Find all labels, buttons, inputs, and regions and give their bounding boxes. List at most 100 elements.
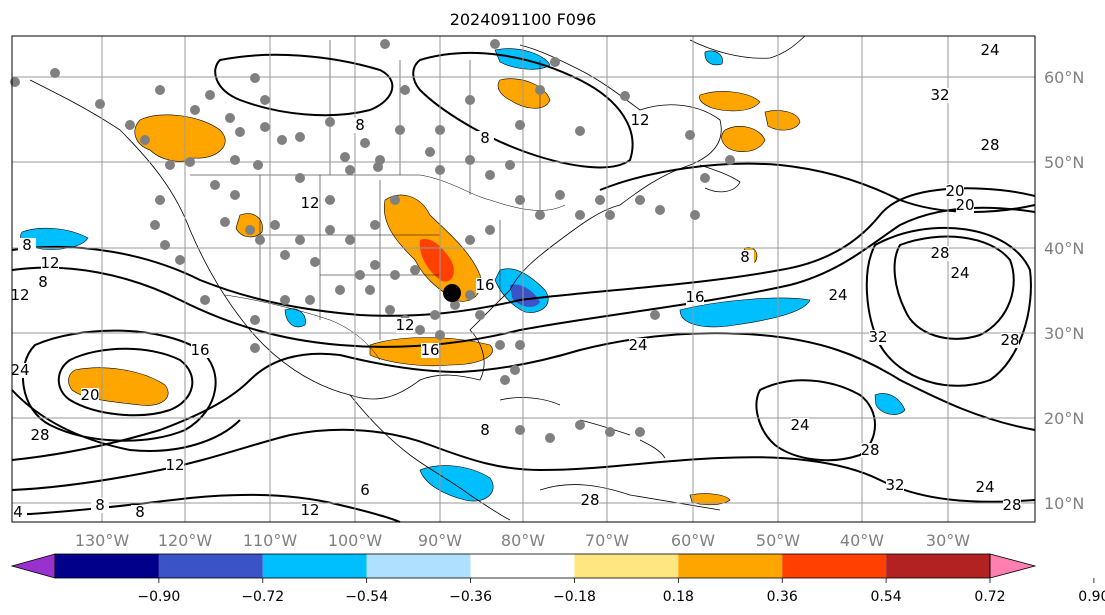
shade-negative (874, 393, 906, 415)
station-dot (225, 113, 235, 123)
contour-line (865, 226, 1032, 387)
contour-label-bg (1001, 333, 1019, 348)
station-dot (500, 375, 510, 385)
lon-tick-label: 50°W (756, 531, 800, 550)
contour-label: 16 (475, 276, 494, 294)
station-dot (475, 310, 485, 320)
coastlines (29, 35, 806, 521)
station-dot (635, 195, 645, 205)
station-dot (250, 315, 260, 325)
station-dot (410, 265, 420, 275)
station-dot (650, 310, 660, 320)
shade-positive (689, 493, 731, 506)
contour-label: 8 (135, 503, 145, 521)
contour-label-bg (931, 88, 949, 103)
station-dot (253, 160, 263, 170)
station-dot (250, 343, 260, 353)
low-center-marker (443, 284, 461, 302)
colorbar-tick-label: −0.90 (137, 589, 180, 605)
station-dot (485, 225, 495, 235)
contour-label-bg (631, 113, 649, 128)
station-dot (370, 220, 380, 230)
station-dot (510, 365, 520, 375)
shade-positive (134, 114, 226, 162)
colorbar-tick-label: 0.18 (663, 589, 694, 605)
station-dot (515, 120, 525, 130)
contour-line (11, 206, 1036, 348)
contour-label-bg (356, 483, 374, 498)
contour-label-bg (476, 423, 494, 438)
station-dot (95, 99, 105, 109)
station-dot (690, 210, 700, 220)
station-dot (390, 270, 400, 280)
station-dot (220, 217, 230, 227)
contour-line (412, 51, 634, 169)
station-dot (370, 260, 380, 270)
contour-label-bg (34, 275, 52, 290)
contour-line (11, 493, 401, 523)
colorbar-segment (55, 554, 159, 578)
contour-label-bg (301, 503, 319, 518)
contour-label-bg (191, 343, 209, 358)
coast-central-america (349, 394, 511, 521)
station-dot (515, 195, 525, 205)
station-dot (250, 73, 260, 83)
contour-line (11, 389, 241, 452)
colorbar-tick-label: 0.72 (974, 589, 1005, 605)
station-dot (260, 95, 270, 105)
station-dot (335, 285, 345, 295)
station-dot (295, 235, 305, 245)
station-dot (190, 105, 200, 115)
station-dot (605, 427, 615, 437)
contour-label: 12 (630, 111, 649, 129)
station-dot (260, 122, 270, 132)
station-dot (700, 173, 710, 183)
contour-label-bg (301, 196, 319, 211)
coast-greenland (689, 35, 806, 59)
contour-label-bg (9, 505, 27, 520)
station-dot (325, 195, 335, 205)
contour-label: 8 (480, 421, 490, 439)
contour-label: 8 (95, 496, 105, 514)
contour-label-bg (396, 318, 414, 333)
contour-label: 28 (1000, 331, 1019, 349)
lon-tick-label: 80°W (501, 531, 545, 550)
station-dot (430, 310, 440, 320)
shade-positive (764, 110, 801, 131)
contour-label: 28 (860, 441, 879, 459)
station-dot (230, 155, 240, 165)
contour-label: 8 (22, 236, 32, 254)
lon-tick-label: 90°W (418, 531, 462, 550)
contour-label-bg (686, 290, 704, 305)
station-dot (140, 135, 150, 145)
contour-label-bg (869, 330, 887, 345)
station-dot (345, 235, 355, 245)
colorbar-segment (366, 554, 471, 578)
station-dot (277, 135, 287, 145)
station-dot (435, 330, 445, 340)
contour-label: 8 (740, 248, 750, 266)
contour-label: 12 (300, 194, 319, 212)
station-dot (435, 165, 445, 175)
contour-label-bg (886, 478, 904, 493)
station-dot (395, 125, 405, 135)
station-dot (415, 325, 425, 335)
station-dot (210, 180, 220, 190)
contour-label: 4 (13, 503, 23, 521)
station-dot (235, 127, 245, 137)
province-lines (329, 40, 541, 215)
colorbar-extend-max (989, 553, 1037, 579)
latitude-labels: 60°N 50°N 40°N 30°N 20°N 10°N (1044, 68, 1084, 513)
contour-label: 24 (980, 41, 999, 59)
lat-tick-label: 40°N (1044, 239, 1084, 258)
contour-label-bg (1003, 498, 1021, 513)
coast-newfoundland (699, 164, 741, 193)
contour-label: 32 (885, 476, 904, 494)
contour-label-bg (41, 256, 59, 271)
station-dot (280, 295, 290, 305)
contour-label-bg (981, 138, 999, 153)
contour-label: 20 (945, 182, 964, 200)
colorbar-labels: −0.90 −0.72 −0.54 −0.36 −0.18 0.18 0.36 0.54 0.7… (137, 578, 1105, 605)
station-dot (165, 160, 175, 170)
station-dot (575, 420, 585, 430)
